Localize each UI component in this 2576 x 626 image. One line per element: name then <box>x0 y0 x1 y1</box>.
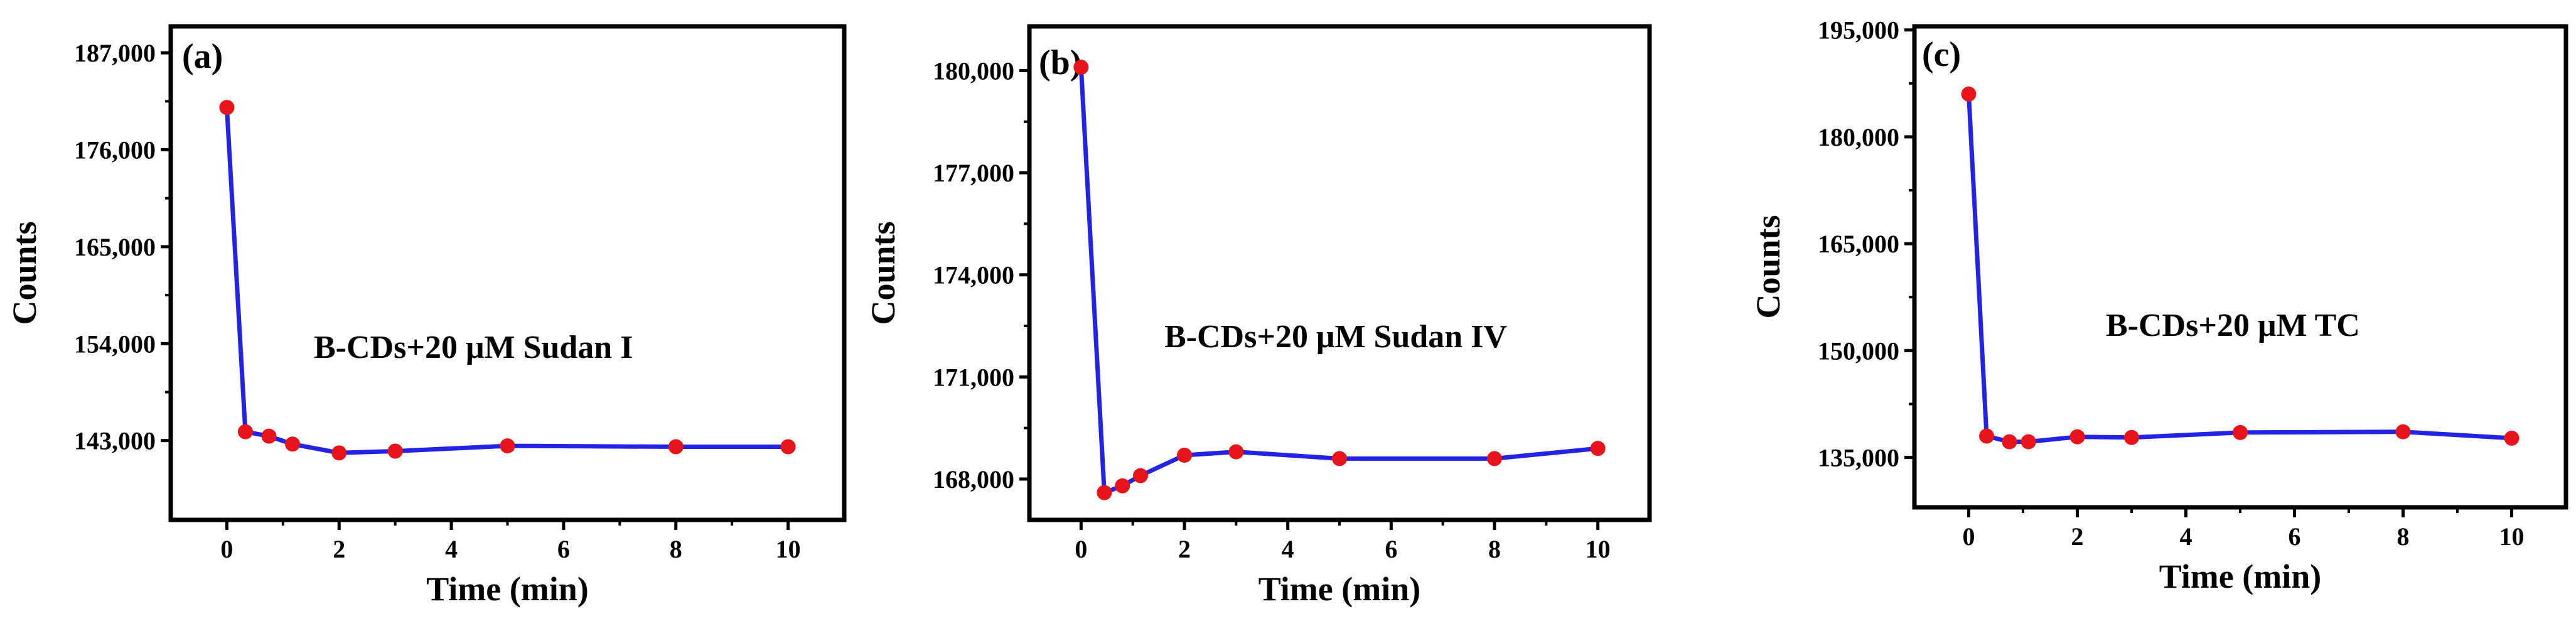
series-annotation: B-CDs+20 μM TC <box>2106 308 2360 343</box>
data-point <box>219 100 235 116</box>
y-tick-label: 180,000 <box>933 57 1014 85</box>
data-point <box>2069 429 2085 445</box>
x-tick-label: 4 <box>2180 522 2192 551</box>
data-point <box>2002 434 2017 450</box>
x-tick-label: 2 <box>2071 522 2084 551</box>
y-tick-label: 187,000 <box>74 39 156 67</box>
data-point <box>780 439 796 455</box>
y-tick-label: 135,000 <box>1818 444 1899 472</box>
panel-c: 0 2 4 6 8 10 135,000 150,000 165,000 180,000 195,0… <box>1749 16 2568 595</box>
x-tick-label: 10 <box>2499 522 2525 551</box>
x-tick-label: 8 <box>2397 522 2410 551</box>
x-tick-label: 2 <box>1178 535 1191 563</box>
data-point <box>237 424 253 440</box>
y-tick-label: 154,000 <box>74 330 156 358</box>
x-axis-title: Time (min) <box>1258 570 1420 608</box>
data-point <box>668 439 684 455</box>
data-point <box>1228 444 1244 460</box>
panel-label: (a) <box>182 37 223 76</box>
data-point <box>1073 60 1089 75</box>
y-tick-label: 165,000 <box>74 233 156 261</box>
data-point <box>2395 424 2411 440</box>
x-tick-label: 0 <box>1075 535 1087 563</box>
panel-a: 0 2 4 6 8 10 143,000 154,000 165,000 176,000 187,0… <box>6 24 847 608</box>
panel-label: (c) <box>1922 35 1961 74</box>
y-tick-label: 150,000 <box>1818 337 1899 365</box>
series-line <box>224 105 791 455</box>
plot-frame <box>1027 24 1652 522</box>
data-point <box>1177 448 1192 463</box>
x-axis-title: Time (min) <box>2159 558 2321 595</box>
panel-label: (b) <box>1039 43 1081 82</box>
y-axis-title: Counts <box>6 221 43 325</box>
x-tick-label: 2 <box>333 535 345 563</box>
x-tick-label: 0 <box>220 535 233 563</box>
data-point <box>387 443 403 459</box>
data-point <box>2233 424 2248 440</box>
data-point <box>500 438 515 454</box>
series-annotation: B-CDs+20 μM Sudan IV <box>1164 319 1507 355</box>
x-tick-label: 6 <box>2289 522 2301 551</box>
y-tick-label: 174,000 <box>933 261 1014 289</box>
series-line <box>1967 92 2514 445</box>
data-point <box>1097 485 1112 500</box>
y-tick-label: 177,000 <box>933 159 1014 187</box>
data-point <box>1979 428 1995 444</box>
data-point <box>1332 451 1347 467</box>
x-tick-label: 0 <box>1963 522 1975 551</box>
data-point <box>1487 451 1502 467</box>
x-tick-label: 6 <box>557 535 570 563</box>
y-tick-label: 168,000 <box>933 465 1014 494</box>
x-tick-label: 10 <box>776 535 801 563</box>
data-point <box>1115 478 1130 494</box>
x-axis-title: Time (min) <box>426 570 588 608</box>
series-annotation: B-CDs+20 μM Sudan I <box>314 330 633 365</box>
series-line <box>1078 65 1601 495</box>
y-tick-label: 143,000 <box>74 427 156 455</box>
y-tick-label: 176,000 <box>74 136 156 165</box>
data-point <box>2124 429 2139 445</box>
x-tick-label: 10 <box>1586 535 1611 563</box>
data-point <box>2021 434 2036 450</box>
y-tick-label: 165,000 <box>1818 230 1899 258</box>
y-tick-label: 180,000 <box>1818 123 1899 151</box>
x-tick-label: 8 <box>670 535 682 563</box>
y-axis-title: Counts <box>1749 215 1787 318</box>
panel-b: 0 2 4 6 8 10 168,000 171,000 174,000 177,000 180,0… <box>864 24 1652 608</box>
y-axis-title: Counts <box>864 221 902 325</box>
data-point <box>261 428 277 444</box>
data-point <box>285 436 301 452</box>
x-tick-label: 4 <box>1282 535 1294 563</box>
x-tick-label: 8 <box>1488 535 1501 563</box>
data-point <box>1961 86 1977 102</box>
x-tick-label: 6 <box>1385 535 1397 563</box>
y-tick-label: 171,000 <box>933 363 1014 391</box>
data-point <box>2504 430 2520 446</box>
y-tick-label: 195,000 <box>1818 16 1899 45</box>
x-tick-label: 4 <box>445 535 458 563</box>
data-point <box>1133 468 1149 483</box>
data-point <box>1590 441 1606 456</box>
data-point <box>331 445 347 461</box>
